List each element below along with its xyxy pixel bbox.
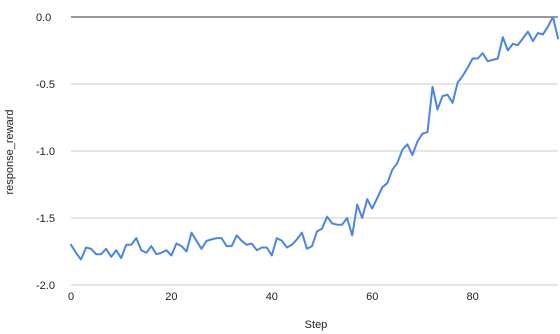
grid-lines (71, 16, 558, 286)
y-axis-label: response_reward (4, 110, 16, 195)
x-tick-label: 60 (366, 291, 378, 303)
x-axis-ticks: 0 20 40 60 80 (68, 291, 479, 303)
y-tick-label: -0.5 (36, 79, 55, 91)
y-axis-ticks: 0.0 -0.5 -1.0 -1.5 -2.0 (36, 12, 55, 292)
x-axis-label: Step (305, 319, 328, 331)
y-tick-label: -1.0 (36, 146, 55, 158)
x-tick-label: 0 (68, 291, 74, 303)
y-tick-label: -1.5 (36, 213, 55, 225)
x-tick-label: 40 (266, 291, 278, 303)
series-line (70, 16, 559, 261)
x-tick-label: 80 (467, 291, 479, 303)
x-tick-label: 20 (165, 291, 177, 303)
y-tick-label: 0.0 (36, 12, 51, 24)
series-layer (70, 16, 559, 261)
y-tick-label: -2.0 (36, 280, 55, 292)
